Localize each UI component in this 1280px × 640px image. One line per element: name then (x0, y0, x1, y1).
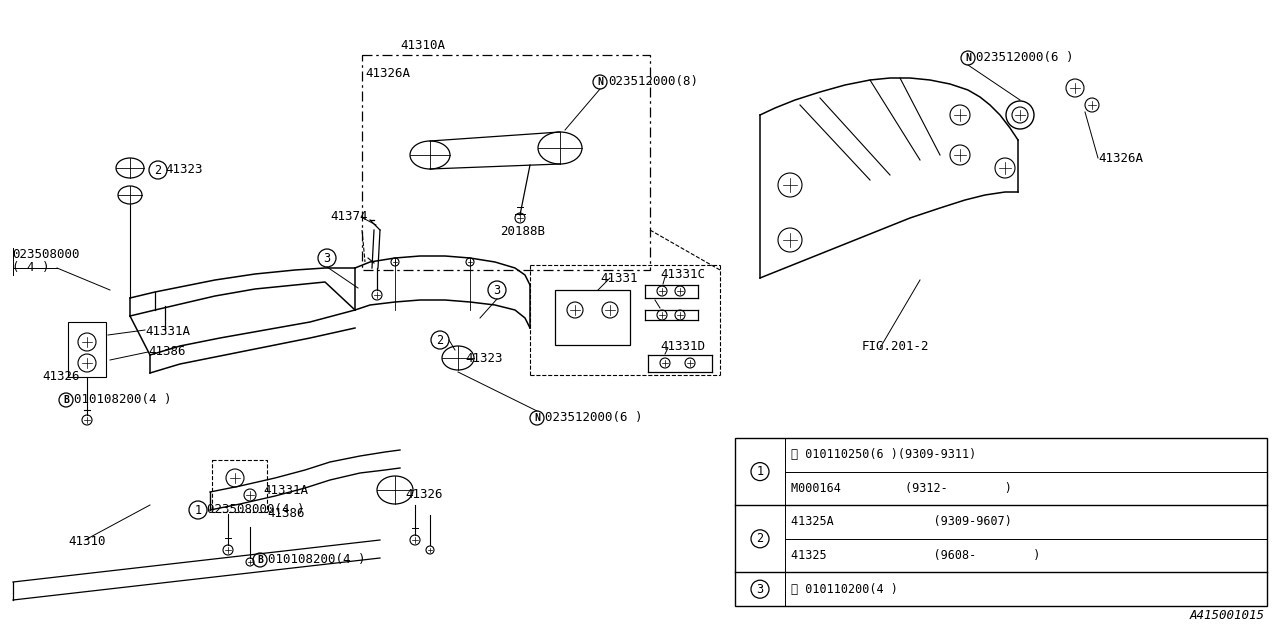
Text: 41331: 41331 (600, 272, 637, 285)
Text: M000164         (9312-        ): M000164 (9312- ) (791, 482, 1012, 495)
Text: 41326A: 41326A (365, 67, 410, 80)
Text: 41323: 41323 (465, 351, 503, 365)
Text: Ⓑ 010110200(4 ): Ⓑ 010110200(4 ) (791, 582, 897, 596)
Text: 2: 2 (155, 163, 161, 177)
Text: 20188B: 20188B (500, 225, 545, 238)
Text: 41325               (9608-        ): 41325 (9608- ) (791, 549, 1041, 562)
Text: 41326: 41326 (42, 370, 79, 383)
Text: 41386: 41386 (268, 507, 305, 520)
Text: 3: 3 (756, 582, 764, 596)
Text: N: N (534, 413, 540, 423)
Text: 41325A              (9309-9607): 41325A (9309-9607) (791, 515, 1012, 529)
Text: 1: 1 (195, 504, 201, 516)
Text: 41310: 41310 (68, 535, 105, 548)
Text: 2: 2 (756, 532, 764, 545)
Text: 3: 3 (324, 252, 330, 264)
Text: 023508000(4 ): 023508000(4 ) (207, 504, 305, 516)
Text: 010108200(4 ): 010108200(4 ) (74, 394, 172, 406)
Text: 41326: 41326 (404, 488, 443, 502)
Text: Ⓑ 010110250(6 )(9309-9311): Ⓑ 010110250(6 )(9309-9311) (791, 448, 977, 461)
Text: FIG.201-2: FIG.201-2 (861, 340, 929, 353)
Text: 41323: 41323 (165, 163, 202, 176)
Text: 41310A: 41310A (399, 39, 445, 52)
Text: 41386: 41386 (148, 345, 186, 358)
Text: 023512000(6 ): 023512000(6 ) (545, 412, 643, 424)
Bar (556, 290, 630, 345)
Bar (362, 55, 650, 270)
Text: 41326A: 41326A (1098, 152, 1143, 164)
Text: A415001015: A415001015 (1190, 609, 1265, 622)
Text: 41331C: 41331C (660, 268, 705, 281)
Bar (735, 438, 1267, 606)
Text: 41331A: 41331A (262, 483, 308, 497)
Text: 41331A: 41331A (145, 325, 189, 338)
Bar (212, 460, 268, 512)
Text: B: B (63, 395, 69, 405)
Text: 010108200(4 ): 010108200(4 ) (268, 554, 366, 566)
Text: 2: 2 (436, 333, 444, 346)
Text: 023512000(8): 023512000(8) (608, 76, 698, 88)
Text: N: N (596, 77, 603, 87)
Text: B: B (257, 555, 262, 565)
Text: ( 4 ): ( 4 ) (12, 261, 50, 274)
Text: 023508000: 023508000 (12, 248, 79, 261)
Text: 023512000(6 ): 023512000(6 ) (977, 51, 1074, 65)
Text: N: N (965, 53, 972, 63)
Text: 3: 3 (493, 284, 500, 296)
Text: 41331D: 41331D (660, 340, 705, 353)
Text: 41374: 41374 (330, 210, 367, 223)
Text: 1: 1 (756, 465, 764, 478)
Bar (68, 322, 106, 377)
